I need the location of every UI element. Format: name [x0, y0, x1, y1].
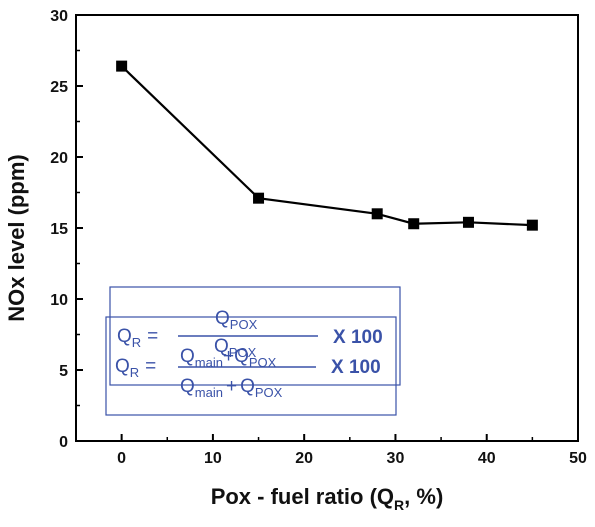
formula-lower-numerator: Qmain+QPOX: [180, 346, 277, 370]
x-axis-title-tail: , %): [404, 484, 443, 509]
formula-lower-denominator: Qmain + QPOX: [180, 376, 283, 400]
data-point: [371, 208, 383, 220]
series-layer: [116, 60, 538, 231]
x-tick-label: 40: [478, 450, 496, 467]
x-axis-title-main: Pox - fuel ratio (Q: [211, 484, 394, 509]
formula-box-back: [109, 286, 401, 386]
data-point: [116, 60, 128, 72]
y-tick-label: 25: [50, 79, 68, 96]
formula-lower-lhs: QR =: [115, 356, 156, 380]
data-point: [526, 219, 538, 231]
y-tick-label: 10: [50, 292, 68, 309]
formula-upper-numerator: QPOX: [215, 308, 258, 332]
data-point: [408, 218, 420, 230]
y-tick-label: 0: [59, 434, 68, 451]
formula-inset: QR = QPOX QPOX X 100 QR = Qmain+QPOX Qmain…: [105, 286, 401, 416]
x-tick-label: 50: [569, 450, 587, 467]
series-line: [120, 65, 533, 227]
x-axis-ticks: 0 10 20 30 40 50: [75, 434, 587, 467]
y-tick-label: 5: [59, 363, 68, 380]
plot-frame: [75, 14, 579, 442]
y-tick-label: 20: [50, 150, 68, 167]
x-axis-title-sub: R: [394, 497, 404, 513]
x-tick-label: 10: [204, 450, 222, 467]
y-axis-ticks: 0 5 10 15 20 25 30: [50, 8, 83, 451]
formula-upper-multiplier: X 100: [333, 327, 383, 348]
x-axis-title: Pox - fuel ratio (QR, %): [211, 484, 444, 513]
formula-lower: QR = Qmain+QPOX Qmain + QPOX X 100: [115, 346, 381, 400]
data-point: [462, 216, 474, 228]
formula-box-front: [105, 316, 397, 416]
x-tick-label: 30: [387, 450, 405, 467]
y-tick-label: 30: [50, 8, 68, 25]
formula-lower-multiplier: X 100: [331, 357, 381, 378]
y-axis-title: NOx level (ppm): [4, 154, 29, 321]
data-point: [253, 192, 265, 204]
formula-upper-denominator: QPOX: [214, 336, 257, 360]
y-tick-label: 15: [50, 221, 68, 238]
x-tick-label: 20: [295, 450, 313, 467]
formula-upper: QR = QPOX QPOX X 100: [117, 308, 383, 360]
formula-upper-lhs: QR =: [117, 326, 158, 350]
x-tick-label: 0: [117, 450, 126, 467]
